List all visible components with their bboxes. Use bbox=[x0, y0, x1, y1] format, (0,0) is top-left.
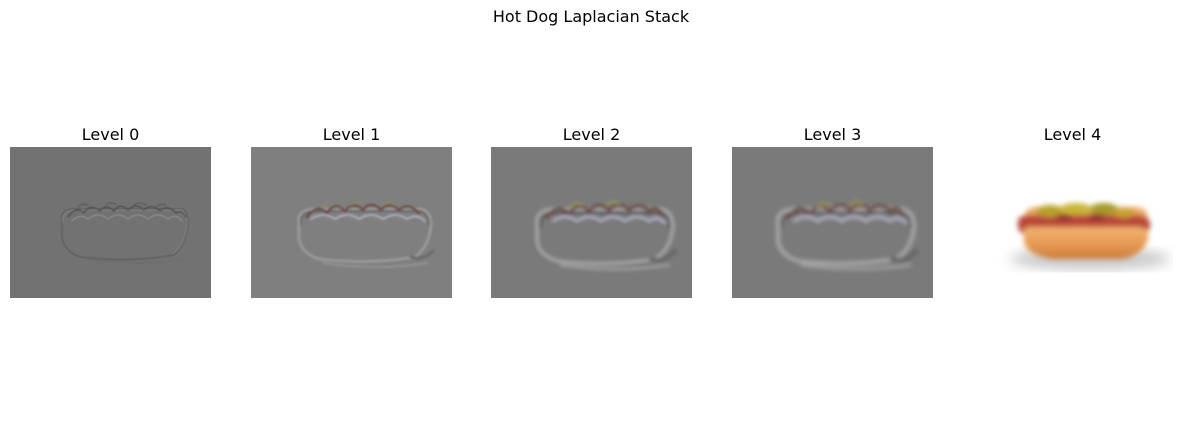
image-background bbox=[251, 147, 452, 298]
laplacian-image-level-0 bbox=[10, 147, 211, 298]
panel-title: Level 4 bbox=[1043, 125, 1102, 144]
panel-title: Level 0 bbox=[81, 125, 140, 144]
laplacian-image-level-3 bbox=[732, 147, 933, 298]
laplacian-image-level-2 bbox=[491, 147, 692, 298]
image-background bbox=[10, 147, 211, 298]
panel-title: Level 3 bbox=[803, 125, 862, 144]
image-background bbox=[732, 147, 933, 298]
hot-dog-image-level-4 bbox=[972, 147, 1173, 298]
laplacian-image-level-1 bbox=[251, 147, 452, 298]
figure-title: Hot Dog Laplacian Stack bbox=[492, 7, 690, 26]
image-background bbox=[491, 147, 692, 298]
panel-title: Level 1 bbox=[322, 125, 381, 144]
panel-title: Level 2 bbox=[562, 125, 621, 144]
